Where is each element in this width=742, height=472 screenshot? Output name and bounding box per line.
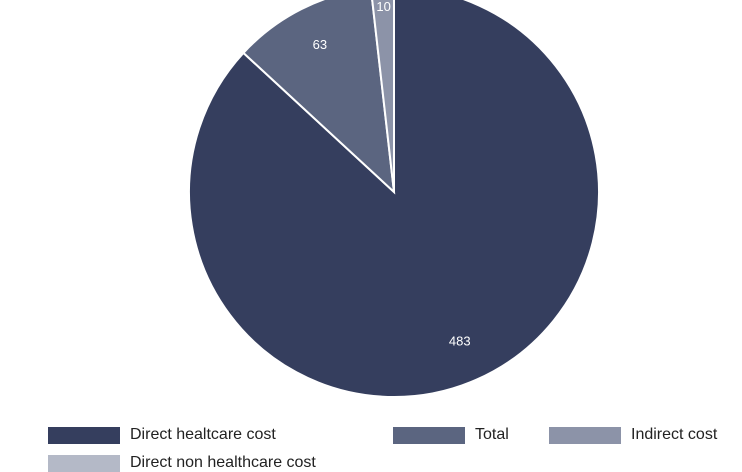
pie-slice-2 (371, 0, 395, 193)
pie-slice-0 (188, 0, 600, 398)
pie-slices (188, 0, 600, 398)
pie-slice-labels: 483 63 10 (313, 0, 471, 349)
pie-slice-label-0: 483 (449, 334, 471, 349)
pie-slice-1 (242, 0, 396, 195)
pie-slice-label-1: 63 (313, 37, 327, 52)
pie-slice-label-2: 10 (376, 0, 390, 14)
